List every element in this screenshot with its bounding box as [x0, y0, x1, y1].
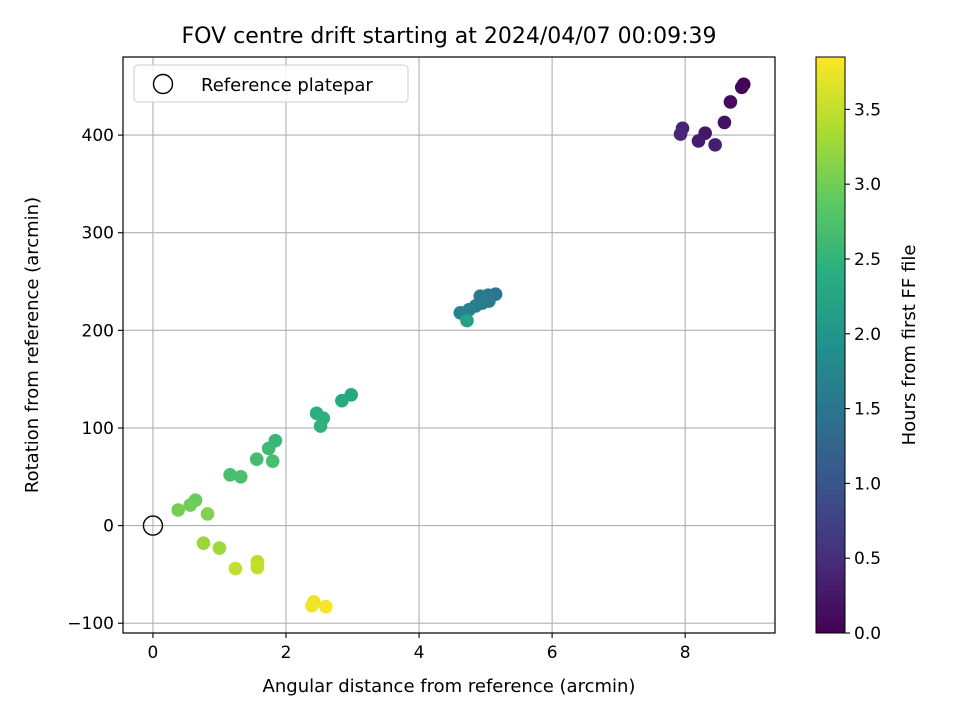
data-point-6: [708, 138, 722, 152]
grid: [123, 57, 775, 633]
y-axis-ticks: −100 0 100 200 300 400: [67, 126, 123, 634]
legend: Reference platepar: [133, 64, 409, 103]
colorbar-tick-label-0: 0.0: [854, 624, 881, 644]
data-point-40: [319, 599, 333, 614]
data-point-28: [233, 469, 248, 484]
legend-label-reference-platepar: Reference platepar: [201, 75, 373, 96]
data-point-22: [313, 419, 328, 433]
colorbar-tick-label-2: 1.0: [854, 474, 881, 494]
reference-platepar-marker: [142, 515, 164, 536]
y-tick-label-2: 100: [82, 419, 114, 439]
colorbar-tick-label-5: 2.5: [854, 250, 881, 270]
colorbar: 0.0 0.5 1.0 1.5 2.0 2.5 3.0 3.5 Hours from firs…: [815, 56, 920, 644]
x-axis-ticks: 0 2 4 6 8: [148, 633, 691, 663]
y-tick-label-0: −100: [67, 614, 114, 634]
colorbar-tick-label-6: 3.0: [854, 175, 881, 195]
colorbar-gradient: [815, 56, 846, 634]
x-tick-label-4: 8: [680, 643, 691, 663]
data-point-27: [223, 468, 237, 482]
chart-title: FOV centre drift starting at 2024/04/07 …: [182, 24, 717, 49]
data-point-26: [265, 454, 280, 468]
data-point-32: [200, 507, 215, 521]
data-point-37: [228, 561, 243, 576]
data-point-1: [734, 80, 749, 95]
data-point-19: [335, 393, 349, 408]
colorbar-label: Hours from first FF file: [899, 245, 920, 446]
y-axis-label: Rotation from reference (arcmin): [22, 197, 43, 493]
legend-box: [133, 64, 409, 103]
y-tick-label-4: 300: [82, 224, 114, 244]
x-tick-label-3: 6: [547, 643, 558, 663]
data-point-25: [249, 452, 264, 467]
y-tick-label-5: 400: [82, 126, 114, 146]
x-tick-label-0: 0: [148, 643, 159, 663]
x-tick-label-1: 2: [281, 643, 292, 663]
colorbar-ticks: 0.0 0.5 1.0 1.5 2.0 2.5 3.0 3.5: [845, 100, 881, 644]
x-tick-label-2: 4: [414, 643, 425, 663]
data-point-2: [723, 95, 738, 109]
x-axis-label: Angular distance from reference (arcmin): [263, 676, 636, 697]
data-point-24: [261, 441, 276, 456]
colorbar-tick-label-7: 3.5: [854, 100, 881, 120]
data-point-34: [212, 541, 227, 555]
legend-marker-reference-platepar: [152, 73, 174, 95]
y-tick-label-3: 200: [82, 321, 114, 341]
data-point-5: [691, 134, 706, 148]
data-point-31: [171, 503, 186, 517]
data-point-17: [460, 313, 474, 328]
data-point-30: [183, 498, 197, 512]
data-point-36: [250, 560, 265, 575]
colorbar-tick-label-4: 2.0: [854, 325, 881, 345]
colorbar-tick-label-3: 1.5: [854, 400, 881, 420]
y-tick-label-1: 0: [103, 517, 114, 537]
plot-frame: [122, 56, 776, 634]
data-point-39: [305, 598, 319, 613]
data-point-3: [717, 115, 732, 130]
data-point-8: [673, 127, 688, 141]
data-points: [142, 77, 751, 614]
data-point-33: [196, 536, 211, 550]
colorbar-tick-label-1: 0.5: [854, 549, 881, 569]
